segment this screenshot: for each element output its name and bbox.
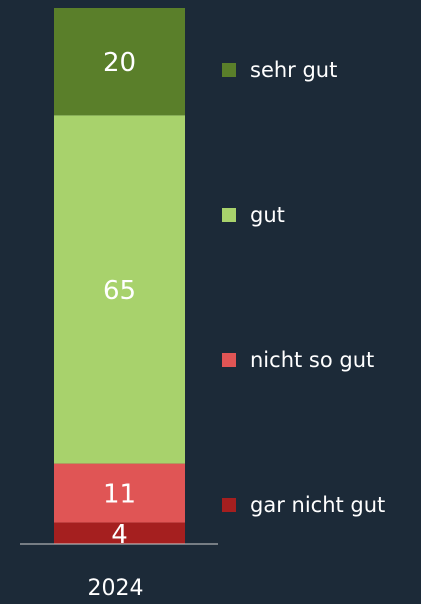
bar-segment	[54, 463, 185, 523]
x-tick-label: 2024	[88, 576, 144, 601]
legend-label: nicht so gut	[250, 348, 374, 372]
bar-segment	[54, 522, 185, 544]
segment-label: 4	[111, 520, 128, 550]
bar-segment	[54, 8, 185, 116]
legend-label: gut	[250, 203, 285, 227]
legend-label: sehr gut	[250, 58, 337, 82]
segment-label: 20	[103, 48, 136, 78]
legend-label: gar nicht gut	[250, 493, 385, 517]
legend-swatch	[222, 353, 236, 367]
legend-swatch	[222, 498, 236, 512]
legend-swatch	[222, 208, 236, 222]
segment-label: 11	[103, 480, 136, 510]
bar-segment	[54, 115, 185, 464]
segment-label: 65	[103, 276, 136, 306]
legend-swatch	[222, 63, 236, 77]
